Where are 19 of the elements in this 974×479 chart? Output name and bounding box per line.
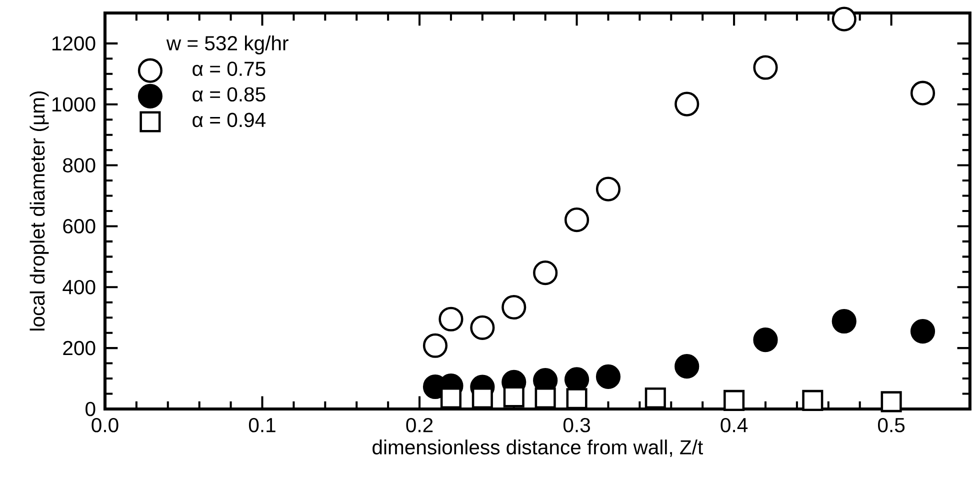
- y-tick-label: 400: [62, 280, 96, 294]
- x-tick-label: 0.4: [720, 418, 748, 432]
- y-axis-title: local droplet diameter (µm): [30, 91, 49, 330]
- y-tick-label: 200: [63, 340, 96, 356]
- y-tick-label: 1200: [52, 36, 96, 51]
- legend-label: α = 0.94: [192, 112, 266, 128]
- y-tick-label: 1000: [52, 97, 96, 112]
- y-tick-label: 800: [63, 158, 96, 172]
- x-tick-label: 0.0: [92, 418, 118, 432]
- x-tick-label: 0.5: [878, 418, 905, 432]
- legend-label: α = 0.85: [192, 87, 266, 102]
- x-axis-title: dimensionless distance from wall, Z/t: [372, 440, 703, 457]
- x-tick-label: 0.3: [563, 418, 590, 432]
- x-tick-label: 0.1: [248, 418, 276, 432]
- legend-label: α = 0.75: [192, 62, 266, 76]
- y-tick-label: 600: [63, 219, 96, 234]
- y-tick-label: 0: [86, 402, 96, 416]
- x-tick-label: 0.2: [406, 418, 433, 432]
- legend-title: w = 532 kg/hr: [166, 36, 288, 54]
